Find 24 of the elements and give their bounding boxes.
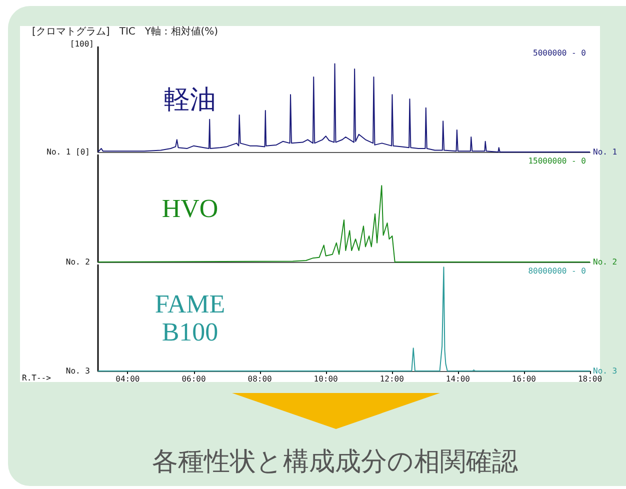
x-tick-label: 18:00 (578, 374, 602, 384)
x-tick-label: 10:00 (314, 374, 338, 384)
text: [100] (70, 40, 94, 48)
chart-title: [クロマトグラム] TIC Y軸 : 相対値(%) (32, 26, 218, 38)
text: 15000000 - 0 (528, 156, 586, 166)
series-label: 軽油 (164, 85, 216, 114)
x-tick-label: 08:00 (248, 374, 272, 384)
text: No. 2 (593, 258, 618, 266)
x-tick-label: 16:00 (512, 374, 536, 384)
x-tick-label: 04:00 (116, 374, 140, 384)
x-axis-title: R.T--> (22, 374, 52, 382)
series-label: HVO (162, 194, 218, 223)
annotation: 80000000 - 0 (528, 266, 586, 276)
text: 各種性状と構成成分の相関確認 (152, 447, 518, 477)
text: 5000000 - 0 (533, 48, 586, 58)
series-label: FAME B100 (154, 290, 226, 346)
x-tick-label: 12:00 (380, 374, 404, 384)
text: No. 1 [0] (46, 148, 90, 156)
text: No. 2 (66, 258, 90, 266)
text: No. 3 (593, 366, 618, 376)
text: No. 1 (593, 148, 618, 156)
text: No. 3 (66, 366, 90, 376)
x-tick-label: 14:00 (446, 374, 470, 384)
x-tick-label: 06:00 (182, 374, 206, 384)
